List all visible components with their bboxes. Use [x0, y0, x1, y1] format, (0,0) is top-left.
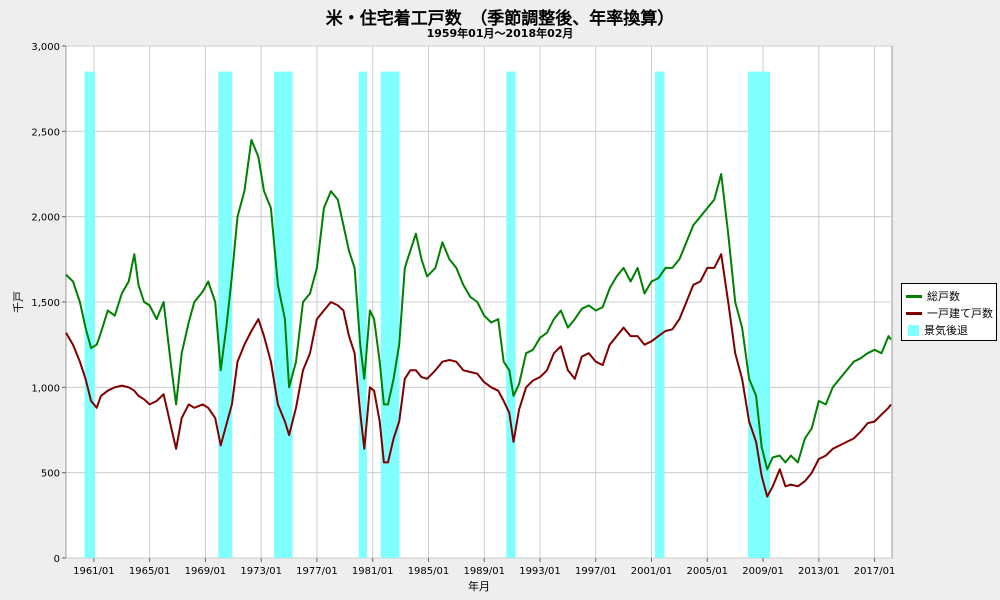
legend: 総戸数 一戸建て戸数 景気後退	[901, 283, 997, 341]
recession-band	[358, 71, 367, 558]
x-tick-label: 1965/01	[129, 566, 171, 577]
y-tick-label: 1,000	[31, 383, 60, 394]
legend-item-recession: 景気後退	[906, 323, 968, 337]
legend-label-recession: 景気後退	[924, 324, 968, 337]
recession-band	[84, 71, 95, 558]
x-tick-label: 2017/01	[854, 566, 896, 577]
x-tick-label: 1985/01	[408, 566, 450, 577]
x-tick-label: 1973/01	[240, 566, 282, 577]
y-axis-label: 千戸	[12, 291, 25, 313]
recession-band	[218, 71, 233, 558]
y-tick-label: 2,500	[31, 127, 60, 138]
series-line-single	[65, 253, 892, 498]
legend-swatch-total	[906, 294, 922, 298]
legend-item-total: 総戸数	[906, 289, 960, 303]
y-tick-label: 2,000	[31, 213, 60, 224]
x-axis-label: 年月	[468, 579, 490, 593]
x-tick-label: 2005/01	[687, 566, 729, 577]
legend-label-total: 総戸数	[927, 290, 960, 303]
x-tick-label: 1969/01	[185, 566, 227, 577]
recession-band	[747, 71, 771, 558]
legend-swatch-recession	[908, 324, 919, 336]
x-tick-label: 1993/01	[519, 566, 561, 577]
x-tick-label: 1981/01	[352, 566, 394, 577]
x-tick-label: 2013/01	[798, 566, 840, 577]
legend-swatch-single	[906, 311, 922, 315]
y-tick-label: 0	[54, 554, 60, 565]
series-line-total	[65, 138, 892, 471]
y-tick-label: 3,000	[31, 42, 60, 53]
chart-title: 米・住宅着工戸数 （季節調整後、年率換算）	[325, 9, 675, 29]
y-axis: 0 500 1,000 1,500 2,000 2,500 3,000	[31, 42, 66, 565]
y-tick-label: 1,500	[31, 298, 60, 309]
recession-band	[380, 71, 400, 558]
legend-item-single: 一戸建て戸数	[906, 306, 993, 320]
x-tick-label: 1961/01	[73, 566, 115, 577]
series-lines	[65, 138, 892, 498]
x-tick-label: 1989/01	[463, 566, 505, 577]
x-tick-label: 2009/01	[742, 566, 784, 577]
y-tick-label: 500	[41, 469, 60, 480]
x-tick-label: 2001/01	[631, 566, 673, 577]
recession-band	[655, 71, 665, 558]
recession-band	[506, 71, 516, 558]
x-tick-label: 1977/01	[296, 566, 338, 577]
x-axis: 1961/01 1965/01 1969/01 1973/01 1977/01 1981/…	[73, 558, 895, 577]
x-tick-label: 1997/01	[575, 566, 617, 577]
legend-label-single: 一戸建て戸数	[927, 307, 993, 320]
chart-subtitle: 1959年01月～2018年02月	[426, 27, 574, 40]
